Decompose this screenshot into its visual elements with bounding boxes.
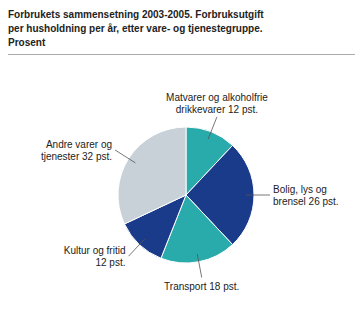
html-text:Forbrukets sammensetning 2003-: Forbrukets sammensetning 2003-2005. Forb… [8,9,264,48]
svg-text:Andre varer ogtjenester 32 pst: Andre varer ogtjenester 32 pst. [41,139,112,162]
svg-text:Transport 18 pst.: Transport 18 pst. [164,281,239,292]
svg-text:Bolig, lys ogbrensel 26 pst.: Bolig, lys ogbrensel 26 pst. [273,184,339,207]
svg-text:Kultur og fritid12 pst.: Kultur og fritid12 pst. [64,245,126,268]
svg-text:Matvarer og alkoholfriedrikkev: Matvarer og alkoholfriedrikkevarer 12 ps… [166,92,268,115]
